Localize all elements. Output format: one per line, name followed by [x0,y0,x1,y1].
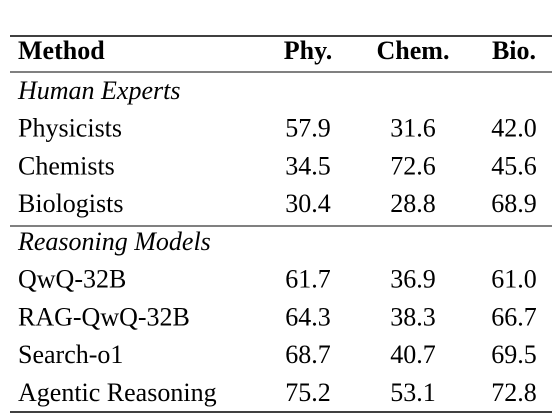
score-cell: 36.9 [390,265,436,294]
score-cell: 53.1 [390,378,436,407]
group-label: Human Experts [17,76,180,105]
score-cell: 30.4 [285,189,331,218]
score-cell: 72.6 [390,151,436,180]
header-cell: Method [18,36,105,65]
header-cell: Phy. [284,36,332,65]
score-cell: 75.2 [285,378,331,407]
method-cell: QwQ-32B [18,265,126,294]
score-cell: 40.7 [390,340,436,369]
score-cell: 31.6 [390,114,436,143]
method-cell: RAG-QwQ-32B [18,302,190,331]
method-cell: Search-o1 [18,340,123,369]
score-cell: 57.9 [285,114,331,143]
score-cell: 69.5 [491,340,537,369]
method-cell: Chemists [18,151,115,180]
method-cell: Agentic Reasoning [18,378,217,407]
group-label: Reasoning Models [17,227,211,256]
score-cell: 45.6 [491,151,537,180]
score-cell: 64.3 [285,302,331,331]
score-cell: 38.3 [390,302,436,331]
score-cell: 68.9 [491,189,537,218]
method-cell: Physicists [18,114,122,143]
score-cell: 61.7 [285,265,331,294]
header-cell: Chem. [377,36,450,65]
score-cell: 68.7 [285,340,331,369]
method-cell: Biologists [18,189,123,218]
score-cell: 34.5 [285,151,331,180]
score-cell: 42.0 [491,114,537,143]
score-cell: 61.0 [491,265,537,294]
score-cell: 28.8 [390,189,436,218]
header-cell: Bio. [492,36,536,65]
score-cell: 66.7 [491,302,537,331]
score-cell: 72.8 [491,378,537,407]
